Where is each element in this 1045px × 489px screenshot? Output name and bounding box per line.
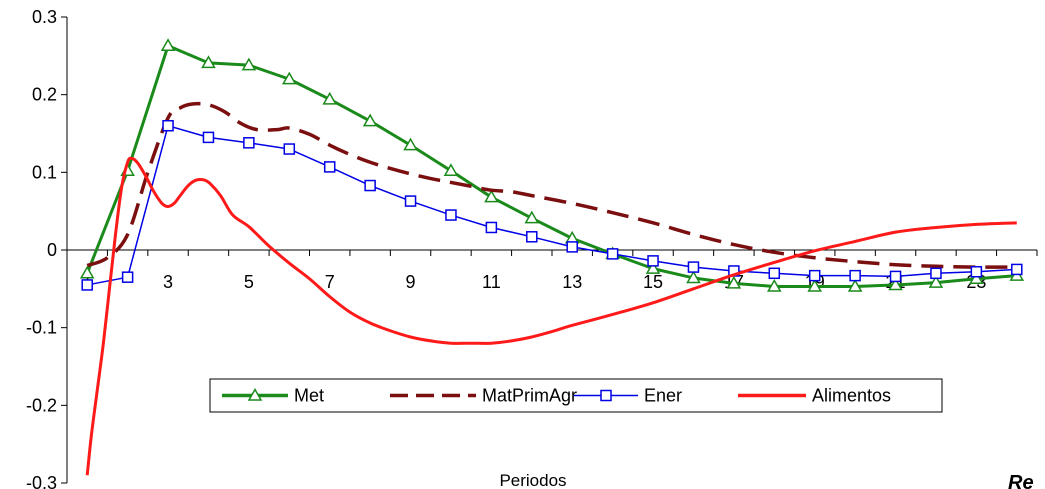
legend-marker-met xyxy=(247,387,263,401)
axes: 0.30.20.10-0.1-0.2-0.3135791113151719212… xyxy=(26,7,1038,489)
data-point-met xyxy=(645,261,661,274)
x-tick-label: 3 xyxy=(163,272,173,292)
data-point-ener xyxy=(445,209,457,221)
y-tick-label: 0.1 xyxy=(32,162,57,182)
legend-label-alimentos: Alimentos xyxy=(812,386,891,406)
data-point-ener xyxy=(1011,263,1023,276)
data-point-ener xyxy=(323,161,336,173)
data-point-ener xyxy=(849,269,861,282)
data-point-met xyxy=(524,210,540,224)
x-tick-label: 7 xyxy=(325,272,335,292)
data-point-ener xyxy=(404,195,417,207)
data-point-ener xyxy=(930,267,942,280)
series-alimentos xyxy=(85,156,1017,476)
data-point-met xyxy=(928,275,944,288)
series-line-matprimagr xyxy=(86,101,1017,269)
data-point-ener xyxy=(566,241,578,253)
data-point-ener xyxy=(808,269,821,282)
data-point-met xyxy=(847,278,863,292)
data-point-met xyxy=(241,57,257,71)
x-tick-label: 9 xyxy=(406,272,416,292)
x-tick-label: 5 xyxy=(244,272,254,292)
data-point-met xyxy=(281,71,297,85)
data-point-ener xyxy=(283,143,296,155)
x-axis-title: Periodos xyxy=(499,471,566,489)
legend-label-ener: Ener xyxy=(644,386,682,406)
data-point-met xyxy=(362,113,378,127)
corner-text: Re xyxy=(1008,472,1034,489)
y-tick-label: 0 xyxy=(47,240,57,260)
data-point-ener xyxy=(243,137,255,149)
data-point-ener xyxy=(687,261,700,273)
data-point-ener xyxy=(768,267,781,280)
series-met xyxy=(79,38,1025,292)
x-tick-label: 11 xyxy=(482,272,501,292)
series-line-alimentos xyxy=(85,156,1017,476)
series-ener xyxy=(81,119,1023,291)
x-tick-label: 15 xyxy=(643,272,663,292)
legend-label-met: Met xyxy=(294,386,324,406)
x-tick-label: 13 xyxy=(562,272,582,292)
data-point-ener xyxy=(121,271,134,283)
data-point-ener xyxy=(647,255,659,267)
data-point-met xyxy=(201,55,216,69)
data-point-met xyxy=(322,91,338,105)
data-point-ener xyxy=(364,179,376,192)
series-matprimagr xyxy=(86,101,1017,269)
data-point-ener xyxy=(889,270,902,283)
data-point-ener xyxy=(162,119,174,132)
data-point-ener xyxy=(485,221,498,234)
data-point-ener xyxy=(81,279,93,291)
data-point-ener xyxy=(606,248,619,260)
legend-marker-ener xyxy=(600,389,612,402)
y-tick-label: 0.3 xyxy=(32,7,57,27)
data-point-ener xyxy=(202,131,215,144)
y-tick-label: -0.2 xyxy=(26,395,57,415)
y-tick-label: -0.3 xyxy=(26,473,57,489)
data-point-met xyxy=(484,189,499,203)
data-point-met xyxy=(766,278,782,292)
data-point-met xyxy=(79,265,95,279)
series-lines xyxy=(79,38,1025,476)
series-line-met xyxy=(85,44,1017,288)
data-point-ener xyxy=(526,231,538,243)
legend: Met MatPrimAgr Ener Alimentos xyxy=(209,378,943,413)
data-point-ener xyxy=(970,265,983,278)
y-tick-label: 0.2 xyxy=(32,85,57,105)
y-tick-label: -0.1 xyxy=(26,318,57,338)
data-point-met xyxy=(888,277,903,291)
data-point-met xyxy=(969,271,984,284)
data-point-met xyxy=(726,275,742,289)
data-point-met xyxy=(160,38,176,51)
legend-label-matprimagr: MatPrimAgr xyxy=(482,386,577,406)
data-point-met xyxy=(443,163,459,177)
data-point-met xyxy=(403,137,418,151)
series-line-ener xyxy=(87,124,1017,286)
data-point-met xyxy=(807,278,823,292)
data-point-met xyxy=(686,270,701,284)
